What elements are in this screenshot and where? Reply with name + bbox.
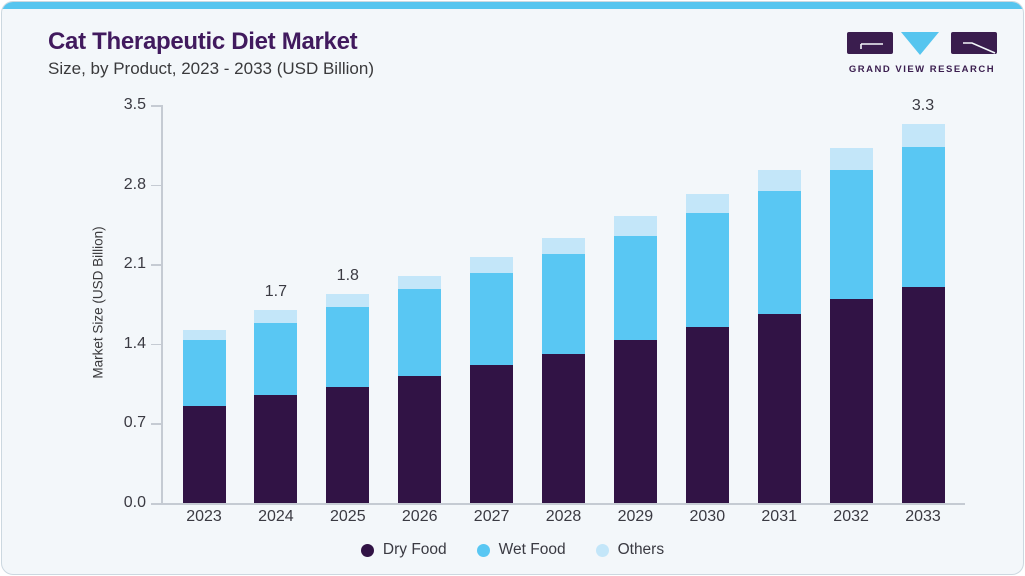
x-tick-label-2031: 2031 bbox=[761, 508, 797, 525]
bar-segment-wet-food-2028 bbox=[542, 253, 585, 355]
bar-segment-others-2024 bbox=[254, 309, 298, 324]
x-tick-label-2025: 2025 bbox=[330, 508, 366, 525]
y-tick-label: 1.4 bbox=[123, 334, 146, 352]
x-tick-label-2026: 2026 bbox=[401, 508, 438, 525]
bar-segment-wet-food-2029 bbox=[613, 235, 657, 341]
bar-segment-dry-food-2030 bbox=[685, 326, 729, 503]
gvr-logo-icon bbox=[847, 32, 997, 55]
y-tick-label: 2.8 bbox=[123, 175, 146, 193]
x-tick-label-2029: 2029 bbox=[617, 508, 654, 525]
legend-item-wet-food: Wet Food bbox=[476, 541, 566, 559]
bar-segment-wet-food-2026 bbox=[398, 289, 442, 376]
legend-label: Others bbox=[617, 541, 665, 558]
bar-segment-dry-food-2025 bbox=[326, 387, 370, 503]
bar-segment-dry-food-2024 bbox=[254, 394, 298, 503]
chart-legend: Dry Food Wet Food Others bbox=[2, 541, 1023, 559]
x-axis-line bbox=[151, 503, 965, 505]
y-tick-label: 3.5 bbox=[123, 96, 146, 113]
y-tick-label: 2.1 bbox=[123, 255, 146, 273]
logo-wordmark: GRAND VIEW RESEARCH bbox=[848, 64, 996, 75]
bar-segment-others-2026 bbox=[398, 275, 442, 290]
y-tick-mark bbox=[151, 264, 162, 266]
bar-segment-dry-food-2032 bbox=[829, 299, 873, 503]
x-tick-label-2023: 2023 bbox=[186, 508, 222, 525]
bar-segment-wet-food-2030 bbox=[685, 213, 729, 327]
bar-segment-dry-food-2026 bbox=[398, 375, 442, 503]
page-subtitle: Size, by Product, 2023 - 2033 (USD Billi… bbox=[48, 59, 374, 78]
y-tick-label: 0.0 bbox=[123, 494, 146, 511]
bar-total-label-2033: 3.3 bbox=[911, 97, 935, 115]
bar-segment-wet-food-2023 bbox=[182, 340, 226, 407]
y-tick-mark bbox=[151, 184, 162, 187]
bar-segment-wet-food-2033 bbox=[901, 147, 945, 287]
y-tick-mark bbox=[151, 343, 162, 346]
bar-segment-others-2031 bbox=[757, 169, 801, 192]
y-axis-title: Market Size (USD Billion) bbox=[90, 226, 106, 379]
grand-view-research-logo: GRAND VIEW RESEARCH bbox=[847, 32, 997, 75]
bar-segment-wet-food-2024 bbox=[254, 323, 298, 395]
x-tick-label-2030: 2030 bbox=[689, 508, 726, 525]
bar-segment-others-2023 bbox=[182, 330, 226, 341]
x-tick-label-2033: 2033 bbox=[905, 508, 941, 525]
legend-marker-icon bbox=[360, 543, 374, 557]
legend-marker-icon bbox=[476, 543, 490, 557]
bar-segment-dry-food-2029 bbox=[613, 340, 657, 503]
bar-segment-others-2033 bbox=[901, 124, 945, 148]
bar-segment-dry-food-2028 bbox=[542, 354, 585, 503]
legend-marker-icon bbox=[595, 543, 609, 557]
legend-item-others: Others bbox=[595, 541, 665, 559]
y-tick-mark bbox=[151, 105, 162, 107]
legend-label: Dry Food bbox=[382, 541, 447, 558]
bar-segment-others-2025 bbox=[326, 293, 370, 308]
bar-segment-dry-food-2031 bbox=[757, 314, 801, 503]
bar-segment-dry-food-2033 bbox=[901, 286, 945, 503]
y-tick-mark bbox=[151, 423, 162, 425]
y-axis-line bbox=[161, 105, 163, 504]
bar-segment-others-2032 bbox=[829, 148, 873, 170]
x-tick-label-2032: 2032 bbox=[833, 508, 869, 525]
bar-segment-others-2027 bbox=[470, 257, 514, 274]
bar-segment-dry-food-2027 bbox=[470, 365, 514, 503]
bar-segment-wet-food-2032 bbox=[829, 169, 873, 300]
page-title: Cat Therapeutic Diet Market bbox=[48, 28, 358, 55]
top-accent-strip bbox=[2, 2, 1023, 9]
bar-total-label-2025: 1.8 bbox=[336, 266, 359, 284]
bar-segment-others-2028 bbox=[542, 238, 585, 254]
bar-segment-wet-food-2027 bbox=[470, 273, 514, 366]
y-tick-label: 0.7 bbox=[123, 414, 146, 432]
bar-segment-others-2029 bbox=[613, 216, 657, 236]
y-tick-mark bbox=[151, 503, 162, 505]
x-tick-label-2027: 2027 bbox=[473, 508, 510, 525]
bar-segment-others-2030 bbox=[685, 193, 729, 214]
legend-item-dry-food: Dry Food bbox=[360, 541, 447, 559]
bar-total-label-2024: 1.7 bbox=[264, 282, 288, 300]
legend-label: Wet Food bbox=[498, 541, 566, 558]
bar-segment-dry-food-2023 bbox=[182, 406, 226, 503]
bar-segment-wet-food-2031 bbox=[757, 191, 801, 315]
x-tick-label-2024: 2024 bbox=[258, 508, 294, 525]
x-tick-label-2028: 2028 bbox=[545, 508, 582, 525]
bar-segment-wet-food-2025 bbox=[326, 307, 370, 387]
